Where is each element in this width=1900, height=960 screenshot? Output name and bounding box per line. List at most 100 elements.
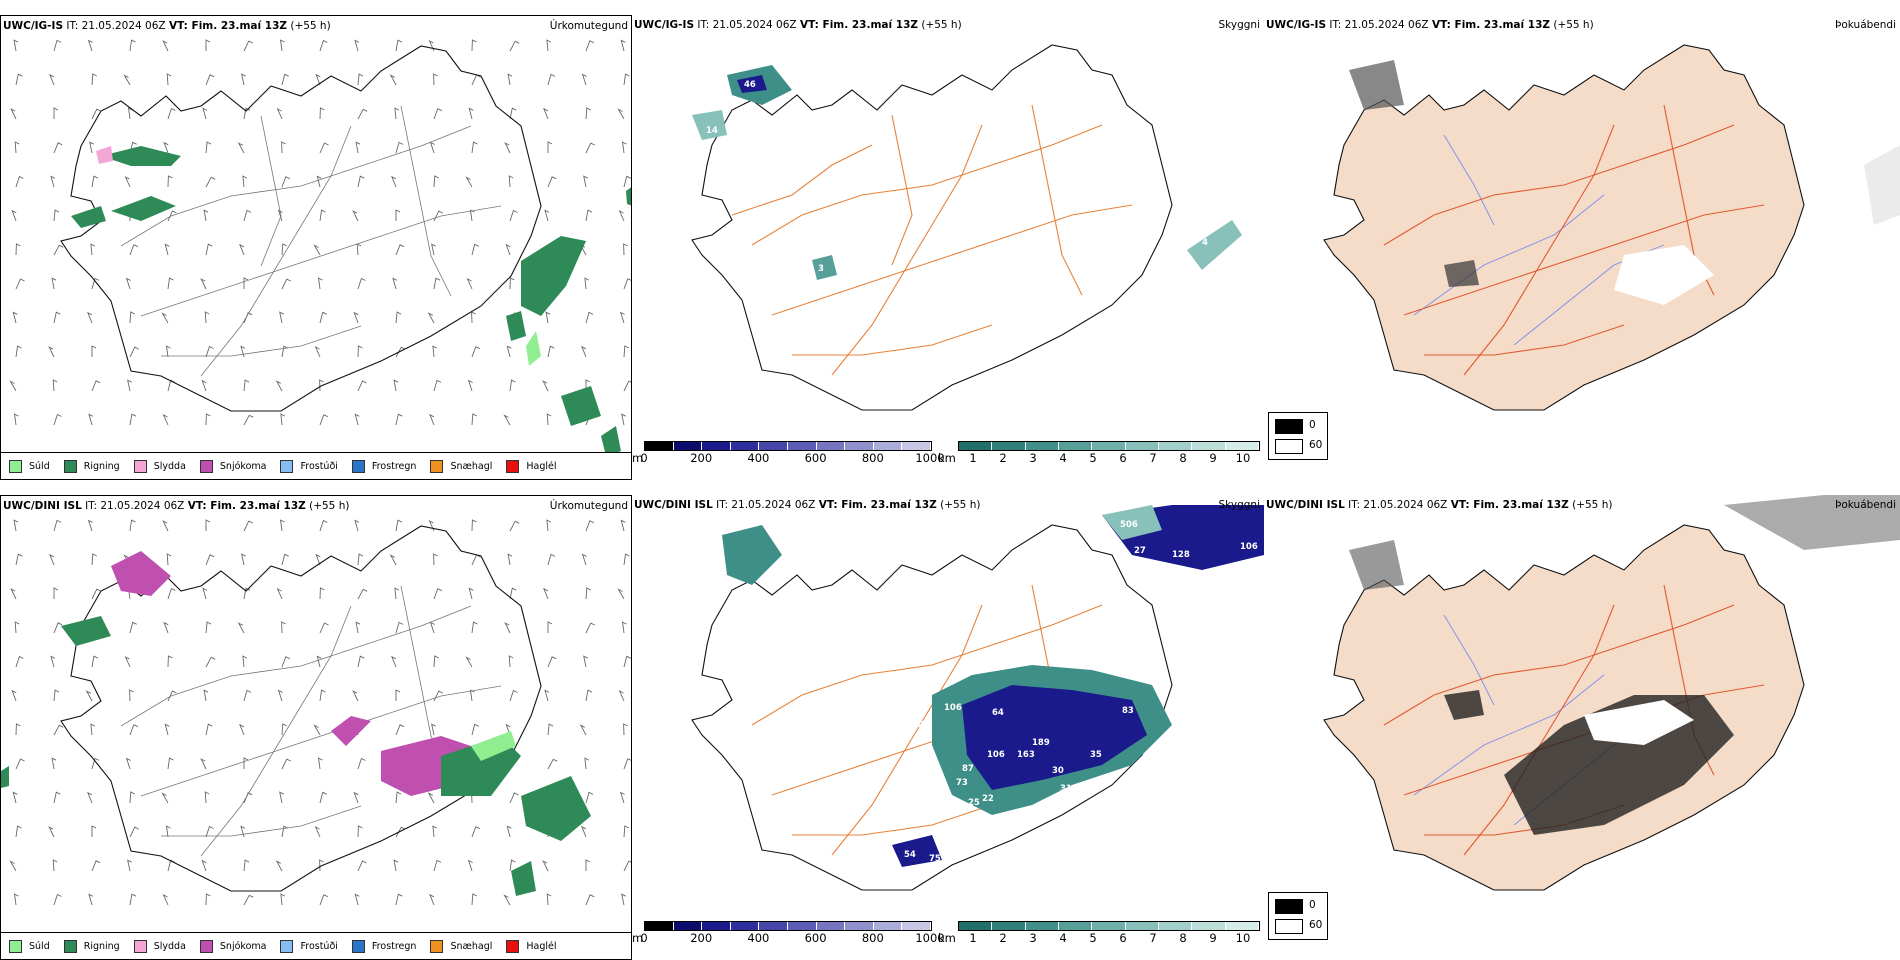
wind-barb bbox=[391, 655, 397, 668]
wind-barb bbox=[433, 553, 438, 566]
wind-barb bbox=[471, 621, 478, 634]
colorbar-segment bbox=[1092, 922, 1126, 930]
colorbar-segment bbox=[1225, 922, 1259, 930]
wind-barb bbox=[620, 519, 626, 532]
wind-barb bbox=[162, 894, 169, 906]
wind-barb bbox=[355, 621, 361, 634]
fog-map-bottom bbox=[1323, 495, 1900, 891]
colorbar-tick-label: 200 bbox=[690, 451, 713, 465]
wind-barb bbox=[546, 893, 552, 906]
wind-barb bbox=[621, 413, 626, 426]
panel-title: Þokuábendi bbox=[1835, 499, 1896, 511]
wind-barb bbox=[433, 379, 442, 392]
legend-item: Rigning bbox=[63, 939, 120, 953]
wind-barb bbox=[585, 689, 593, 702]
panel-header: UWC/IG-IS IT: 21.05.2024 06Z VT: Fim. 23… bbox=[1266, 19, 1594, 31]
wind-barb bbox=[49, 73, 55, 86]
visibility-label: 27 bbox=[1134, 546, 1146, 556]
legend-item: Haglél bbox=[506, 459, 557, 473]
wind-barb bbox=[623, 278, 631, 290]
colorbar-segment bbox=[816, 442, 846, 450]
legend-label: Haglél bbox=[526, 940, 557, 952]
wind-barb bbox=[471, 346, 481, 358]
wind-barb bbox=[547, 176, 557, 188]
wind-barb bbox=[15, 73, 23, 86]
wind-barb bbox=[353, 311, 359, 324]
wind-barb bbox=[167, 107, 176, 120]
colorbar-segment bbox=[730, 922, 760, 930]
colorbar-tick-label: 6 bbox=[1119, 451, 1127, 465]
wind-barb bbox=[319, 519, 328, 532]
colorbar-segment bbox=[1058, 442, 1093, 450]
wind-barb bbox=[585, 209, 593, 222]
visibility-low-areas bbox=[692, 65, 1242, 280]
wind-barb bbox=[91, 553, 98, 566]
wind-barb bbox=[279, 791, 284, 804]
colorbar-tick-label: 2 bbox=[999, 451, 1007, 465]
wind-barb bbox=[319, 791, 327, 804]
visibility-panel-top: 46 14 3 4 Skyggni m 0 200 400 600 800 1000 km 1… bbox=[632, 15, 1264, 480]
colorbar-tick-label: 200 bbox=[690, 931, 713, 945]
visibility-label: 54 bbox=[904, 850, 916, 860]
panel-title: Þokuábendi bbox=[1835, 19, 1896, 31]
wind-barb bbox=[508, 655, 514, 668]
wind-barb bbox=[395, 311, 402, 324]
wind-barb bbox=[205, 39, 211, 51]
wind-barb bbox=[583, 655, 588, 668]
wind-barb bbox=[623, 380, 631, 392]
wind-barb bbox=[53, 39, 62, 52]
wind-barb bbox=[243, 520, 254, 532]
wind-barb bbox=[355, 141, 361, 154]
wind-barb bbox=[129, 519, 136, 532]
wind-barb bbox=[354, 39, 360, 52]
panel-header: UWC/DINI ISL IT: 21.05.2024 06Z VT: Fim.… bbox=[634, 499, 981, 511]
wind-barb bbox=[91, 380, 101, 392]
wind-barb bbox=[357, 277, 366, 290]
visibility-label: 106 bbox=[1240, 542, 1258, 552]
wind-barb bbox=[129, 791, 136, 804]
wind-barb bbox=[357, 553, 364, 566]
visibility-label: 53 bbox=[757, 628, 769, 638]
colorbar-segment bbox=[902, 442, 931, 450]
colorbar-segment bbox=[992, 442, 1026, 450]
wind-barb bbox=[203, 689, 209, 702]
wind-barb bbox=[395, 826, 406, 838]
colorbar-strip bbox=[644, 921, 932, 931]
wind-barb bbox=[123, 74, 131, 86]
wind-barb bbox=[354, 413, 360, 426]
wind-barb bbox=[317, 277, 323, 290]
wind-barb bbox=[617, 588, 625, 600]
wind-barb bbox=[129, 689, 134, 702]
wind-barb bbox=[241, 73, 246, 86]
wind-barb bbox=[471, 826, 481, 838]
legend-swatch bbox=[63, 939, 77, 953]
colorbar-segment bbox=[702, 442, 731, 450]
wind-barb bbox=[162, 520, 169, 532]
wind-barb bbox=[165, 825, 171, 838]
wind-barb bbox=[509, 379, 516, 392]
wind-barb bbox=[51, 757, 57, 770]
fog-index-key-bottom: 0 60 bbox=[1268, 892, 1328, 940]
wind-barb bbox=[129, 621, 137, 634]
wind-barb bbox=[356, 243, 362, 256]
fog-key-label: 60 bbox=[1309, 439, 1323, 451]
wind-barb bbox=[509, 40, 520, 52]
wind-barb bbox=[14, 141, 20, 154]
colorbar-tick-label: 1000 bbox=[915, 451, 945, 465]
wind-barb bbox=[433, 655, 440, 668]
wind-barb bbox=[585, 107, 592, 120]
wind-barb bbox=[503, 414, 511, 426]
wind-barb bbox=[623, 825, 630, 838]
wind-barb bbox=[50, 175, 56, 188]
wind-barbs bbox=[9, 519, 631, 906]
panel-header: UWC/DINI ISL IT: 21.05.2024 06Z VT: Fim.… bbox=[1266, 499, 1613, 511]
visibility-label: 22 bbox=[982, 794, 994, 804]
legend-item: Frostregn bbox=[351, 459, 416, 473]
wind-barb bbox=[357, 380, 367, 392]
wind-barb bbox=[205, 656, 216, 668]
wind-barb bbox=[428, 520, 435, 532]
wind-barb bbox=[395, 724, 405, 736]
wind-barb bbox=[317, 757, 323, 770]
wind-barb bbox=[389, 74, 397, 86]
wind-barb bbox=[468, 107, 474, 120]
